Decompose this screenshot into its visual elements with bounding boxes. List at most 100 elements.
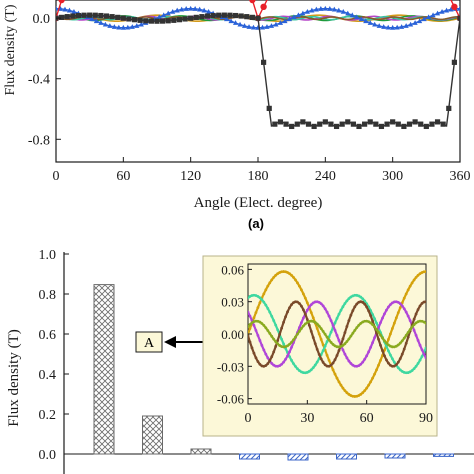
top-series-point (434, 10, 441, 16)
inset-series-point (400, 352, 404, 356)
bottom-y-tick-label: 0.4 (39, 368, 57, 383)
inset-series-point (325, 353, 329, 357)
top-series-point (272, 121, 278, 127)
inset-series-point (349, 313, 353, 317)
inset-series-point (385, 345, 388, 348)
inset-series-point (381, 349, 384, 353)
inset-series-point (300, 304, 303, 308)
inset-series-point (375, 321, 378, 325)
top-chart: 0 60 120 180 240 300 360 -0.8 -0.4 0.0 Angle (El… (3, 0, 471, 231)
inset-series-point (264, 352, 268, 356)
inset-series-point (248, 323, 252, 326)
inset-series-point (280, 362, 284, 366)
inset-series-point (276, 328, 280, 332)
top-series-point (171, 17, 177, 23)
inset-series-point (282, 360, 285, 364)
top-series-point (160, 18, 166, 24)
inset-series-point (256, 306, 260, 310)
inset-series-point (317, 332, 321, 336)
top-series-point (66, 7, 73, 13)
inset-series-point (335, 376, 339, 380)
inset-series-point (349, 362, 353, 365)
inset-series-point (298, 284, 301, 288)
inset-series-point (254, 311, 258, 315)
inset-series-point (418, 358, 422, 362)
inset-series-point (420, 301, 424, 305)
inset-series-point (290, 273, 293, 277)
inset-series-point (248, 340, 252, 344)
inset-series-point (262, 348, 266, 352)
inset-series-point (323, 307, 327, 311)
top-series-point (429, 121, 435, 127)
inset-series-point (383, 339, 386, 343)
inset-series-point (412, 367, 416, 371)
top-series-point (87, 12, 93, 18)
inset-series-point (315, 327, 319, 330)
inset-series-point (408, 328, 412, 331)
inset-series-point (266, 307, 270, 310)
inset-series-point (290, 358, 293, 362)
inset-series-point (311, 316, 315, 320)
inset-series-point (300, 327, 303, 330)
top-series-point (356, 123, 362, 130)
top-series-point (216, 12, 222, 18)
inset-series-point (424, 346, 426, 350)
inset-series-point (377, 330, 380, 334)
inset-y-tick-label: -0.03 (217, 359, 244, 374)
bar (239, 453, 260, 460)
top-series-point (70, 13, 76, 19)
inset-series-point (323, 363, 327, 367)
inset-series-point (313, 342, 317, 346)
inset-series-point (296, 367, 299, 371)
inset-series-point (406, 314, 410, 318)
inset-series-point (331, 323, 335, 327)
inset-series-point (321, 343, 325, 347)
bottom-y-axis-title: Flux density (T) (6, 329, 22, 427)
inset-series-point (258, 362, 262, 366)
top-series-point (367, 20, 373, 25)
bottom-y-tick-label: 0.6 (39, 328, 57, 343)
inset-series-point (373, 372, 376, 376)
inset-series-point (325, 364, 329, 368)
inset-series-point (296, 332, 299, 336)
inset-series-point (373, 336, 376, 340)
top-series-point (260, 3, 267, 11)
inset-series-point (410, 325, 414, 329)
top-x-ticks: 0 60 120 180 240 300 360 (53, 157, 471, 184)
inset-series-point (341, 337, 345, 341)
inset-series-point (264, 364, 268, 367)
inset-series-point (412, 278, 416, 282)
inset-series-point (408, 284, 412, 288)
inset-series-point (363, 319, 367, 323)
top-series-point (126, 16, 132, 22)
top-series-point (328, 121, 334, 127)
inset-series-point (373, 325, 376, 329)
top-series-point (345, 119, 351, 125)
inset-series-point (288, 272, 291, 276)
inset-series-point (290, 340, 293, 344)
inset-series-point (256, 294, 260, 298)
inset-series-point (343, 342, 347, 346)
inset-series-point (266, 362, 270, 366)
top-series-point (339, 121, 345, 127)
inset-series-point (389, 303, 392, 306)
inset-series-point (402, 296, 406, 300)
top-series-point (138, 21, 144, 27)
inset-series-point (258, 296, 262, 300)
inset-series-point (424, 270, 426, 273)
inset-series-point (375, 328, 378, 331)
inset-x-tick-label: 60 (360, 411, 374, 426)
bottom-y-ticks: 0.0 0.2 0.4 0.6 0.8 1.0 (39, 248, 69, 463)
inset-series-point (286, 310, 289, 314)
top-series-point (223, 16, 230, 22)
inset-series-point (408, 370, 412, 374)
inset-series-point (301, 324, 305, 328)
inset-background (202, 255, 438, 437)
inset-series-point (317, 300, 321, 304)
top-series-point (399, 24, 405, 29)
bottom-y-tick-label: 0.8 (39, 288, 57, 303)
inset-series-point (396, 311, 400, 315)
top-series-point (182, 16, 188, 22)
top-series-point (237, 21, 243, 27)
top-series-point (210, 12, 216, 19)
